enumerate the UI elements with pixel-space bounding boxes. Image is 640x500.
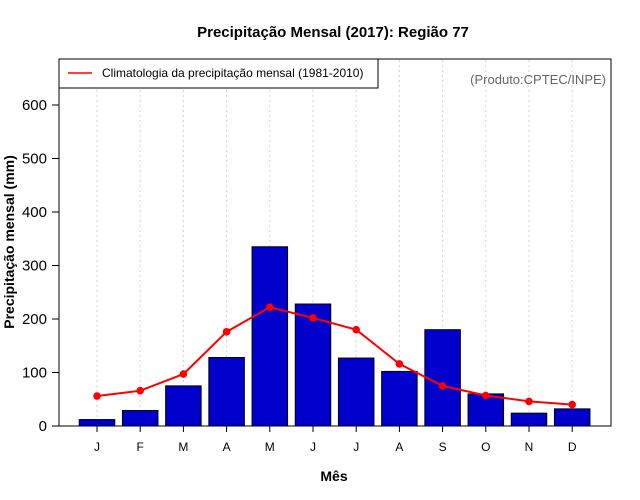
climatology-point-2 [136,386,144,395]
climatology-line [93,303,576,409]
climatology-point-6 [309,314,317,322]
climatology-point-10 [482,391,490,400]
y-tick-label: 600 [22,97,47,114]
y-tick-label: 400 [22,204,47,221]
grid-lines [96,60,573,426]
bar-1 [78,419,116,427]
x-tick-label: J [94,440,100,454]
legend: Climatologia da precipitação mensal (198… [58,58,379,89]
y-tick-label: 500 [22,151,47,168]
x-tick-label: A [395,440,403,454]
bars [78,246,591,427]
x-axis-label: Mês [320,468,347,484]
climatology-point-5 [266,303,274,312]
climatology-point-3 [179,370,188,378]
x-tick-label: M [178,440,188,454]
x-tick-label: F [137,440,144,454]
climatology-point-9 [438,382,447,390]
chart-title: Precipitação Mensal (2017): Região 77 [197,24,469,41]
y-tick-label: 100 [22,365,47,382]
credit-annotation: (Produto:CPTEC/INPE) [470,72,606,87]
bar-2 [121,409,159,427]
y-axis: 0 100 200 300 400 500 600 [22,97,59,435]
y-tick-label: 0 [39,418,47,435]
y-tick-label: 300 [22,258,47,275]
x-tick-label: N [525,440,534,454]
bar-8 [381,370,418,427]
x-tick-label: A [223,440,231,454]
climatology-point-4 [222,328,231,336]
y-tick-label: 200 [22,311,47,328]
bar-9 [424,329,461,427]
bar-4 [208,357,245,427]
x-tick-label: O [481,440,490,454]
x-tick-label: M [265,440,275,454]
bar-11 [510,412,548,427]
legend-entry-climatology: Climatologia da precipitação mensal (198… [102,66,363,80]
bar-7 [337,357,375,427]
bar-12 [553,408,591,427]
climatology-series-line [96,306,573,406]
y-axis-label: Precipitação mensal (mm) [1,155,17,329]
x-tick-label: J [310,440,316,454]
climatology-point-7 [352,325,361,334]
bar-3 [165,385,202,427]
climatology-point-8 [395,360,404,368]
bar-6 [294,303,332,427]
climatology-point-11 [525,397,533,406]
x-tick-label: D [568,440,577,454]
legend-box [58,58,379,89]
bar-5 [251,246,289,427]
climatology-point-1 [93,392,101,400]
x-tick-label: J [353,440,359,454]
x-tick-label: S [439,440,447,454]
climatology-point-12 [568,400,576,409]
plot-frame [58,58,612,427]
